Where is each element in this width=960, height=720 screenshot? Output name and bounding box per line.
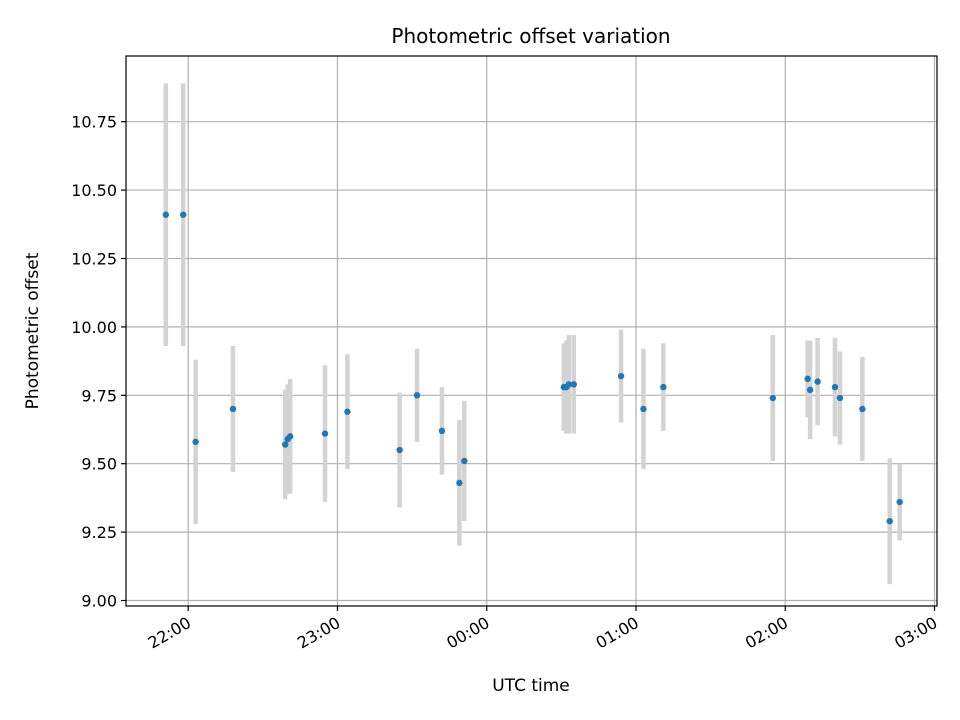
data-point: [806, 386, 814, 394]
y-axis-ticks: 9.00 9.25 9.50 9.75 10.00 10.25 10.50 10.75: [71, 113, 126, 611]
data-point: [565, 381, 573, 388]
plot-frame: [125, 55, 938, 607]
y-tick-label: 10.50: [71, 181, 117, 200]
data-point: [640, 405, 647, 413]
data-point: [769, 394, 777, 402]
data-point: [192, 438, 199, 446]
data-point: [282, 441, 289, 448]
data-point: [456, 479, 463, 487]
y-tick-label: 9.00: [81, 592, 117, 611]
data-point: [438, 427, 446, 435]
data-point: [859, 405, 866, 413]
y-tick-label: 10.25: [71, 249, 117, 268]
data-point: [831, 383, 839, 391]
y-tick-label: 9.25: [81, 523, 117, 542]
data-point: [162, 211, 170, 218]
y-axis-title: Photometric offset: [23, 252, 43, 409]
y-tick-label: 9.75: [81, 386, 117, 405]
data-point: [396, 446, 403, 454]
y-tick-label: 9.50: [81, 455, 117, 474]
data-point: [617, 372, 625, 380]
y-tick-label: 10.00: [71, 318, 117, 337]
data-point: [229, 405, 237, 413]
data-point: [814, 378, 821, 385]
data-point: [804, 375, 811, 383]
y-tick-label: 10.75: [71, 113, 117, 132]
data-point: [180, 211, 187, 218]
x-axis-title: UTC time: [492, 676, 570, 696]
data-point: [570, 381, 577, 388]
data-point: [461, 457, 468, 465]
data-point: [836, 394, 844, 402]
data-point: [321, 430, 329, 437]
data-point: [660, 383, 667, 391]
data-point: [286, 433, 294, 440]
data-point: [896, 498, 903, 506]
grid-lines: [126, 56, 937, 606]
data-points: [162, 211, 903, 525]
data-point: [886, 517, 893, 525]
data-point: [344, 408, 351, 415]
chart-title: Photometric offset variation: [391, 24, 670, 48]
data-point: [413, 392, 421, 399]
